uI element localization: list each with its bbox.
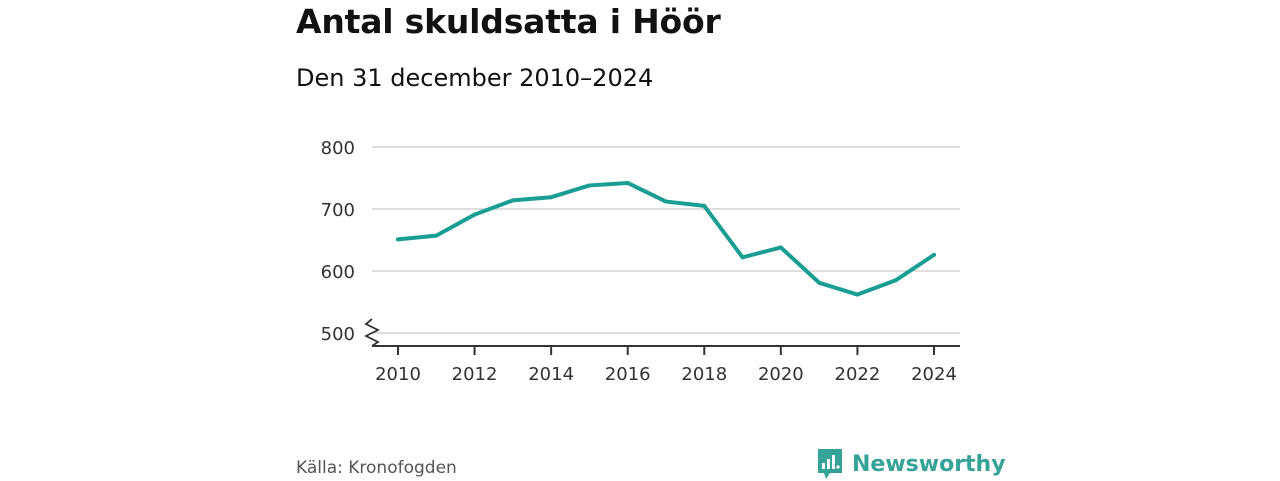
data-point [434,233,439,238]
newsworthy-logo-icon [818,449,842,479]
data-point [549,195,554,200]
brand-logo[interactable]: Newsworthy [816,447,1006,481]
data-point [396,237,400,242]
data-point [625,180,630,185]
y-tick-label: 700 [321,200,355,221]
data-point [855,292,860,297]
x-tick-label: 2018 [681,364,727,385]
y-tick-label: 800 [321,138,355,159]
data-point [472,212,477,217]
line-chart: 500 600 700 800 2010 2012 2014 2016 2018 2020 2022… [321,138,960,385]
x-tick-label: 2022 [835,364,881,385]
x-tick-label: 2020 [758,364,804,385]
axis-break-icon [363,318,381,347]
y-tick-label: 500 [321,324,355,345]
x-tick-label: 2016 [605,364,651,385]
y-tick-label: 600 [321,262,355,283]
data-point [587,183,592,188]
data-point [893,278,898,283]
source-note: Källa: Kronofogden [296,458,457,478]
data-point [664,199,668,204]
chart-subtitle: Den 31 december 2010–2024 [296,64,654,92]
data-point [510,198,515,203]
x-tick-label: 2012 [452,364,498,385]
x-tick-label: 2024 [911,364,957,385]
data-point [778,245,783,250]
brand-name: Newsworthy [852,451,1006,477]
data-point [932,252,936,257]
data-point [817,280,822,285]
x-tick-label: 2010 [375,364,421,385]
chart-title: Antal skuldsatta i Höör [296,2,721,41]
data-point [740,255,745,260]
data-point [702,203,707,208]
x-tick-label: 2014 [528,364,574,385]
